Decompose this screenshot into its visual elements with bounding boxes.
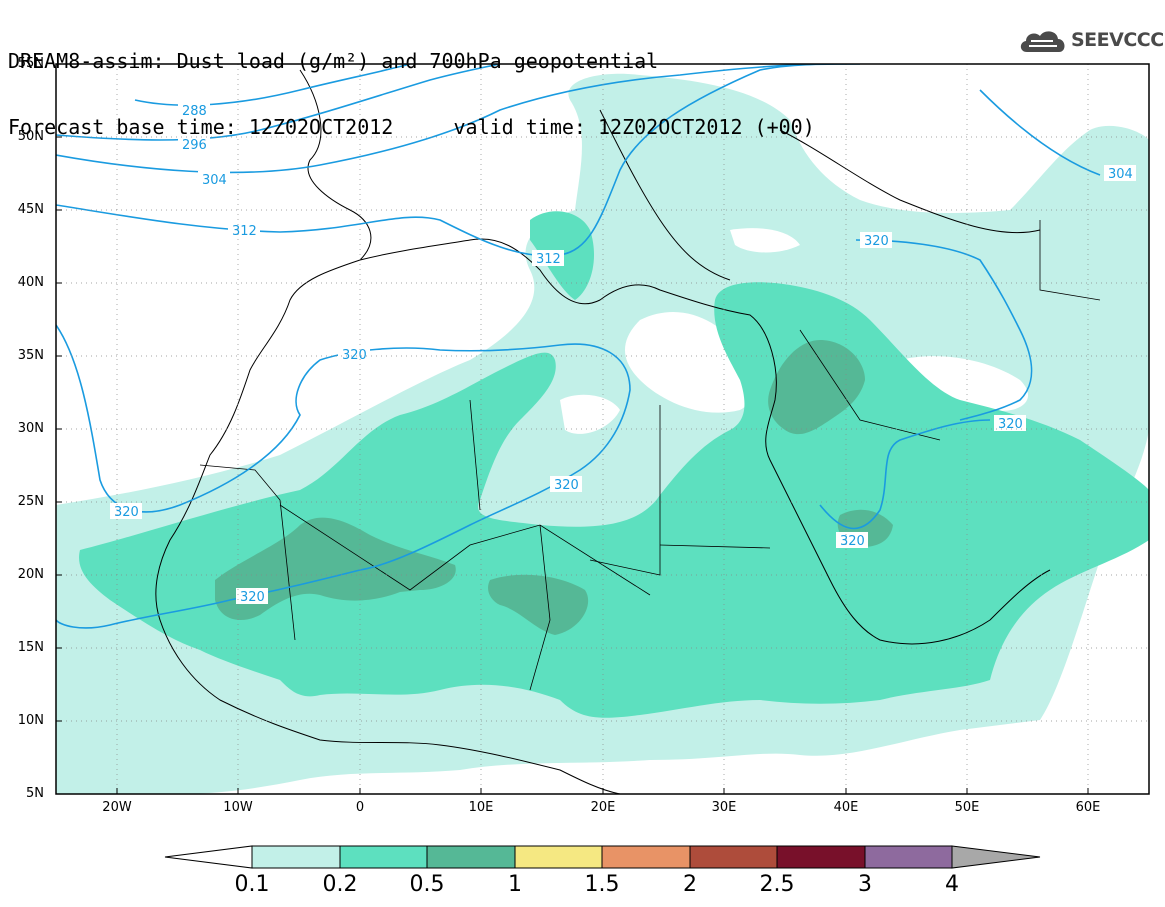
lon-label-50e: 50E bbox=[954, 800, 980, 815]
colorbar-label-0-2: 0.2 bbox=[322, 872, 358, 897]
contour-296 bbox=[56, 64, 501, 141]
title-line-2: Forecast base time: 12Z02OCT2012 valid t… bbox=[8, 115, 815, 139]
lon-label-10e: 10E bbox=[468, 800, 494, 815]
colorbar-label-2-5: 2.5 bbox=[759, 872, 795, 897]
seevccc-logo: SEEVCCC bbox=[1017, 26, 1164, 56]
lon-label-20e: 20E bbox=[590, 800, 616, 815]
svg-text:320: 320 bbox=[554, 478, 579, 493]
lat-label-10n: 10N bbox=[17, 713, 44, 728]
country-borders bbox=[199, 220, 1101, 691]
axis-ticks bbox=[56, 63, 1089, 794]
colorbar-label-3: 3 bbox=[858, 872, 872, 897]
title-line-1: DREAM8-assim: Dust load (g/m²) and 700hP… bbox=[8, 49, 659, 73]
contour-288 bbox=[134, 64, 411, 106]
svg-text:320: 320 bbox=[840, 534, 865, 549]
svg-text:288: 288 bbox=[182, 104, 207, 119]
lat-label-50n: 50N bbox=[17, 129, 44, 144]
colorbar-label-0-1: 0.1 bbox=[234, 872, 270, 897]
colorbar-seg-4 bbox=[514, 845, 603, 869]
lat-label-20n: 20N bbox=[17, 567, 44, 582]
colorbar-seg-6 bbox=[689, 845, 778, 869]
lat-label-45n: 45N bbox=[17, 202, 44, 217]
map-title: DREAM8-assim: Dust load (g/m²) and 700hP… bbox=[8, 6, 815, 160]
colorbar-label-0-5: 0.5 bbox=[409, 872, 445, 897]
contour-304-east bbox=[979, 89, 1101, 176]
svg-text:320: 320 bbox=[342, 348, 367, 363]
lon-label-40e: 40E bbox=[833, 800, 859, 815]
colorbar-seg-2 bbox=[339, 845, 428, 869]
colorbar-label-1: 1 bbox=[508, 872, 522, 897]
dust-dark-region bbox=[215, 340, 893, 635]
lon-label-10w: 10W bbox=[223, 800, 253, 815]
contour-320-arabia bbox=[819, 419, 991, 530]
svg-text:320: 320 bbox=[114, 505, 139, 520]
lat-label-40n: 40N bbox=[17, 275, 44, 290]
colorbar-label-1-5: 1.5 bbox=[584, 872, 620, 897]
contour-320-north bbox=[855, 239, 1033, 421]
colorbar bbox=[164, 845, 1041, 869]
lat-label-35n: 35N bbox=[17, 348, 44, 363]
colorbar-seg-1 bbox=[251, 845, 341, 869]
svg-text:312: 312 bbox=[232, 224, 257, 239]
svg-text:304: 304 bbox=[1108, 167, 1133, 182]
svg-text:320: 320 bbox=[864, 234, 889, 249]
lat-label-30n: 30N bbox=[17, 421, 44, 436]
colorbar-high-arrow bbox=[951, 845, 1041, 869]
contour-labels: 288 296 304 312 312 320 320 320 320 320 … bbox=[110, 102, 1136, 605]
lat-label-55n: 55N bbox=[17, 56, 44, 71]
gridlines bbox=[56, 64, 1149, 794]
lon-label-30e: 30E bbox=[711, 800, 737, 815]
svg-text:296: 296 bbox=[182, 138, 207, 153]
lon-label-20w: 20W bbox=[102, 800, 132, 815]
cloud-icon bbox=[1020, 31, 1065, 52]
colorbar-seg-8 bbox=[864, 845, 953, 869]
svg-text:304: 304 bbox=[202, 173, 227, 188]
lon-label-60e: 60E bbox=[1075, 800, 1101, 815]
lon-label-0: 0 bbox=[355, 800, 365, 815]
colorbar-label-2: 2 bbox=[683, 872, 697, 897]
svg-text:320: 320 bbox=[240, 590, 265, 605]
colorbar-seg-5 bbox=[601, 845, 691, 869]
contour-320-main bbox=[56, 324, 631, 629]
svg-text:320: 320 bbox=[998, 417, 1023, 432]
lat-label-25n: 25N bbox=[17, 494, 44, 509]
coastlines bbox=[155, 69, 1051, 794]
logo-text: SEEVCCC bbox=[1071, 29, 1164, 51]
colorbar-label-4: 4 bbox=[945, 872, 959, 897]
svg-text:312: 312 bbox=[536, 252, 561, 267]
colorbar-low-arrow bbox=[164, 845, 253, 869]
colorbar-seg-3 bbox=[426, 845, 516, 869]
colorbar-seg-7 bbox=[776, 845, 866, 869]
lat-label-15n: 15N bbox=[17, 640, 44, 655]
lat-label-5n: 5N bbox=[26, 786, 44, 801]
